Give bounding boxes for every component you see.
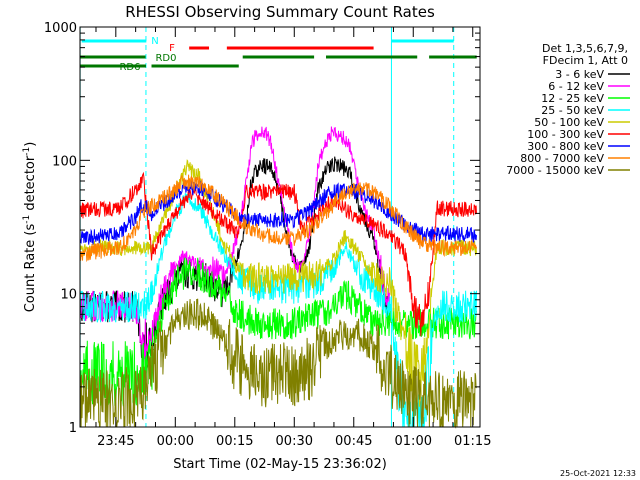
legend-label-1: 3 - 6 keV — [555, 68, 604, 81]
flag-label-rd0: RD0 — [155, 53, 176, 64]
legend-label-9: 7000 - 15000 keV — [506, 164, 604, 177]
flag-label-n: N — [151, 36, 158, 47]
series-line-2 — [79, 126, 390, 374]
legend-label-4: 25 - 50 keV — [541, 104, 604, 117]
legend-label-8: 800 - 7000 keV — [520, 152, 604, 165]
footer-date: 25-Oct-2021 12:33 — [560, 469, 636, 478]
legend-label-6: 100 - 300 keV — [527, 128, 604, 141]
legend-label-5: 50 - 100 keV — [534, 116, 604, 129]
x-tick-label-2: 00:15 — [216, 434, 253, 449]
series-line-9 — [79, 298, 477, 429]
flag-label-f: F — [169, 43, 175, 54]
legend-label-3: 12 - 25 keV — [541, 92, 604, 105]
legend-header-1: FDecim 1, Att 0 — [543, 54, 628, 67]
x-tick-label-0: 23:45 — [97, 434, 134, 449]
x-axis-label: Start Time (02-May-15 23:36:02) — [173, 457, 387, 472]
x-tick-label-4: 00:45 — [335, 434, 372, 449]
y-tick-label-2: 100 — [52, 154, 77, 169]
x-tick-label-5: 01:00 — [395, 434, 432, 449]
y-axis-label: Count Rate (s-1 detector-1) — [22, 142, 38, 313]
axes: 1 10 100 1000 23:45 00:00 00:15 00:30 00:45 01:00… — [44, 21, 492, 449]
legend-header-0: Det 1,3,5,6,7,9, — [542, 42, 628, 55]
series-line-8 — [79, 174, 477, 263]
legend-label-7: 300 - 800 keV — [527, 140, 604, 153]
legend-label-2: 6 - 12 keV — [548, 80, 604, 93]
y-tick-label-1: 10 — [60, 288, 77, 303]
y-tick-label-0: 1 — [69, 421, 77, 436]
y-tick-label-3: 1000 — [44, 21, 77, 36]
legend: Det 1,3,5,6,7,9,FDecim 1, Att 03 - 6 keV… — [506, 42, 630, 177]
x-tick-label-6: 01:15 — [454, 434, 491, 449]
plot-frame — [79, 26, 481, 428]
series-line-5 — [79, 159, 477, 407]
flag-label-rd6: RD6 — [119, 62, 140, 73]
chart-title: RHESSI Observing Summary Count Rates — [125, 3, 435, 21]
x-tick-label-3: 00:30 — [276, 434, 313, 449]
x-tick-label-1: 00:00 — [157, 434, 194, 449]
